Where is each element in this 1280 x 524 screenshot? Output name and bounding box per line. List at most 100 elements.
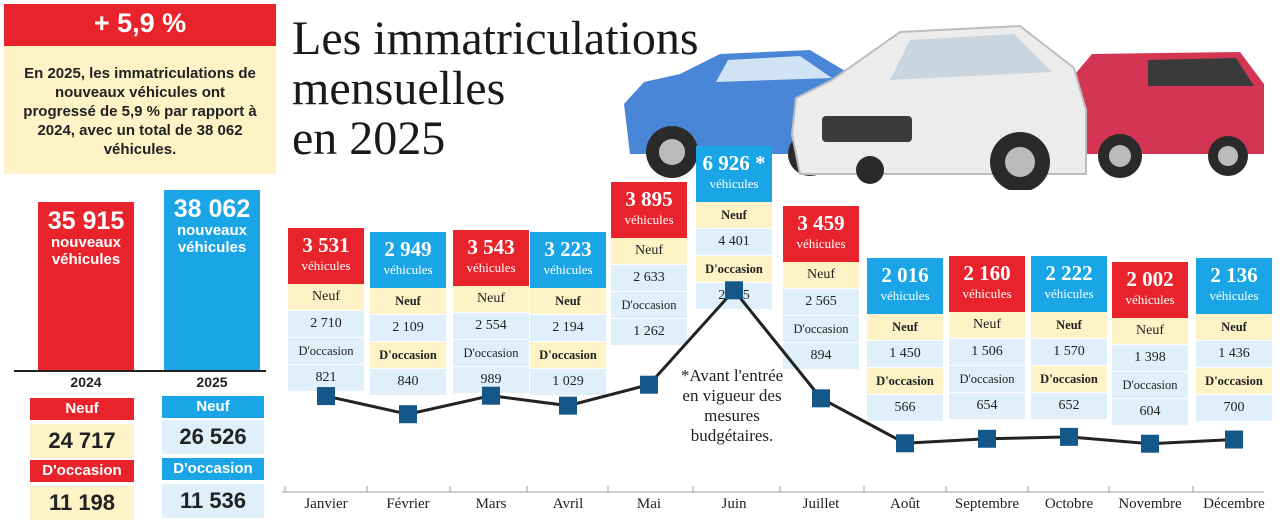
month-label-7: Août bbox=[890, 496, 920, 512]
month-total-header: 2 136 véhicules bbox=[1196, 258, 1272, 314]
year-label-2025: 2025 bbox=[196, 374, 228, 390]
month-total-unit: véhicules bbox=[1209, 288, 1259, 303]
month-occasion-value: 566 bbox=[867, 394, 943, 421]
month-column-0: 3 531 véhicules Neuf 2 710 D'occasion 821 bbox=[288, 228, 364, 391]
month-total-unit: véhicules bbox=[1044, 286, 1094, 301]
month-occasion-value: 652 bbox=[1031, 392, 1107, 419]
month-column-1: 2 949 véhicules Neuf 2 109 D'occasion 840 bbox=[370, 232, 446, 395]
month-total-unit: véhicules bbox=[962, 286, 1012, 301]
month-neuf-label: Neuf bbox=[611, 238, 687, 264]
month-neuf-value: 1 450 bbox=[867, 340, 943, 367]
month-total-value: 3 895 bbox=[625, 187, 673, 211]
month-column-9: 2 222 véhicules Neuf 1 570 D'occasion 652 bbox=[1031, 256, 1107, 419]
month-neuf-label: Neuf bbox=[783, 262, 859, 288]
trend-marker-6 bbox=[812, 389, 830, 408]
total-bar-2025: 38 062 nouveaux véhicules bbox=[164, 190, 260, 370]
month-neuf-value: 2 633 bbox=[611, 264, 687, 291]
title-line-1: Les immatriculations bbox=[292, 12, 699, 65]
occasion-tag-2025: D'occasion bbox=[162, 458, 264, 480]
trend-marker-2 bbox=[482, 386, 500, 405]
month-occasion-value: 821 bbox=[288, 364, 364, 391]
month-total-value: 3 459 bbox=[797, 211, 845, 235]
month-neuf-label: Neuf bbox=[453, 286, 529, 312]
month-neuf-value: 2 194 bbox=[530, 314, 606, 341]
month-label-3: Avril bbox=[552, 496, 584, 512]
month-label-10: Novembre bbox=[1118, 496, 1182, 512]
month-occasion-label: D'occasion bbox=[370, 341, 446, 368]
month-occasion-label: D'occasion bbox=[696, 255, 772, 282]
month-column-8: 2 160 véhicules Neuf 1 506 D'occasion 654 bbox=[949, 256, 1025, 419]
neuf-value-2025: 26 526 bbox=[162, 420, 264, 454]
summary-box: + 5,9 % En 2025, les immatriculations de… bbox=[4, 4, 276, 174]
month-total-value: 3 543 bbox=[467, 235, 515, 259]
month-neuf-value: 1 436 bbox=[1196, 340, 1272, 367]
month-label-0: Janvier bbox=[304, 496, 348, 512]
month-neuf-label: Neuf bbox=[1196, 314, 1272, 340]
month-label-8: Septembre bbox=[954, 496, 1020, 512]
month-total-header: 3 531 véhicules bbox=[288, 228, 364, 284]
month-occasion-label: D'occasion bbox=[1112, 371, 1188, 398]
month-neuf-value: 2 710 bbox=[288, 310, 364, 337]
month-occasion-label: D'occasion bbox=[453, 339, 529, 366]
month-neuf-label: Neuf bbox=[1112, 318, 1188, 344]
summary-header: + 5,9 % bbox=[4, 4, 276, 46]
cars-illustration bbox=[624, 24, 1264, 190]
summary-text: En 2025, les immatriculations de nouveau… bbox=[23, 65, 257, 158]
month-total-value: 2 136 bbox=[1210, 263, 1258, 287]
month-occasion-value: 1 262 bbox=[611, 318, 687, 345]
month-neuf-value: 2 109 bbox=[370, 314, 446, 341]
month-total-header: 2 949 véhicules bbox=[370, 232, 446, 288]
growth-percentage: + 5,9 % bbox=[93, 8, 187, 38]
month-neuf-value: 1 398 bbox=[1112, 344, 1188, 371]
month-neuf-value: 1 506 bbox=[949, 338, 1025, 365]
month-total-value: 6 926 * bbox=[702, 151, 766, 175]
month-total-unit: véhicules bbox=[709, 176, 759, 191]
occasion-value-2025: 11 536 bbox=[162, 484, 264, 518]
month-occasion-label: D'occasion bbox=[288, 337, 364, 364]
title-line-2: mensuelles bbox=[292, 62, 506, 115]
trend-marker-9 bbox=[1060, 427, 1078, 446]
trend-markers bbox=[317, 281, 1243, 453]
month-occasion-value: 654 bbox=[949, 392, 1025, 419]
month-column-7: 2 016 véhicules Neuf 1 450 D'occasion 566 bbox=[867, 258, 943, 421]
month-label-1: Février bbox=[386, 496, 430, 512]
month-neuf-value: 2 554 bbox=[453, 312, 529, 339]
month-total-unit: véhicules bbox=[1125, 292, 1175, 307]
month-total-value: 2 002 bbox=[1126, 267, 1174, 291]
trend-line bbox=[325, 287, 1235, 446]
month-label-5: Juin bbox=[721, 496, 747, 512]
month-occasion-label: D'occasion bbox=[611, 291, 687, 318]
x-axis-ticks bbox=[284, 486, 1194, 492]
month-column-3: 3 223 véhicules Neuf 2 194 D'occasion 1 029 bbox=[530, 232, 606, 395]
total-label-2025: nouveaux véhicules bbox=[176, 222, 248, 256]
title-line-3: en 2025 bbox=[292, 112, 446, 165]
month-neuf-label: Neuf bbox=[370, 288, 446, 314]
month-occasion-label: D'occasion bbox=[1196, 367, 1272, 394]
trend-marker-11 bbox=[1225, 430, 1243, 449]
month-total-header: 3 459 véhicules bbox=[783, 206, 859, 262]
month-total-unit: véhicules bbox=[624, 212, 674, 227]
month-neuf-label: Neuf bbox=[530, 288, 606, 314]
month-total-unit: véhicules bbox=[301, 258, 351, 273]
month-total-value: 3 531 bbox=[302, 233, 350, 257]
month-occasion-label: D'occasion bbox=[949, 365, 1025, 392]
month-total-header: 2 002 véhicules bbox=[1112, 262, 1188, 318]
month-neuf-value: 2 565 bbox=[783, 288, 859, 315]
month-column-10: 2 002 véhicules Neuf 1 398 D'occasion 604 bbox=[1112, 262, 1188, 425]
month-total-header: 2 222 véhicules bbox=[1031, 256, 1107, 312]
month-total-value: 2 222 bbox=[1045, 261, 1093, 285]
month-total-value: 3 223 bbox=[544, 237, 592, 261]
total-label-2024: nouveaux véhicules bbox=[50, 234, 122, 268]
trend-marker-5 bbox=[725, 281, 743, 300]
month-neuf-value: 4 401 bbox=[696, 228, 772, 255]
month-total-value: 2 949 bbox=[384, 237, 432, 261]
total-bar-2024: 35 915 nouveaux véhicules bbox=[38, 202, 134, 370]
neuf-value-2024: 24 717 bbox=[30, 424, 134, 458]
neuf-tag-2025: Neuf bbox=[162, 396, 264, 418]
month-neuf-label: Neuf bbox=[949, 312, 1025, 338]
trend-marker-7 bbox=[896, 434, 914, 453]
trend-marker-10 bbox=[1141, 434, 1159, 453]
month-occasion-value: 840 bbox=[370, 368, 446, 395]
month-occasion-value: 604 bbox=[1112, 398, 1188, 425]
